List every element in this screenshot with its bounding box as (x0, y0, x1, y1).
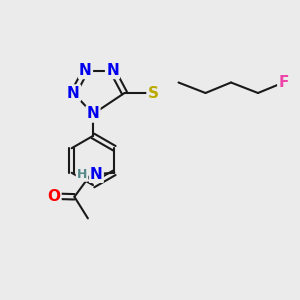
Text: S: S (148, 85, 158, 100)
Text: H: H (77, 168, 87, 181)
Text: N: N (87, 106, 99, 122)
Text: F: F (278, 75, 289, 90)
Text: N: N (79, 63, 92, 78)
Text: N: N (90, 167, 103, 182)
Text: O: O (47, 189, 61, 204)
Text: N: N (67, 85, 80, 100)
Text: N: N (106, 63, 119, 78)
